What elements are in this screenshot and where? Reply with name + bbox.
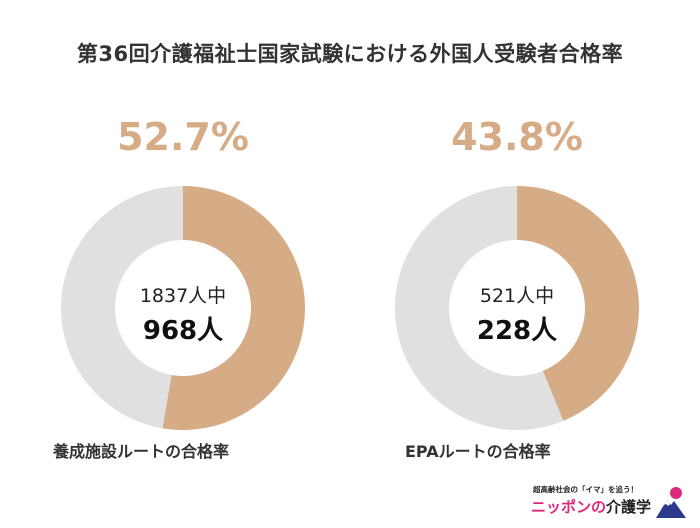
chart-panel-right: 43.8% 521人中 228人 EPAルートの合格率: [367, 105, 667, 465]
chart-caption: 養成施設ルートの合格率: [53, 442, 230, 461]
pass-count: 968人: [142, 316, 224, 346]
brand-name-dark: 介護学: [606, 498, 652, 516]
chart-title: 第36回介護福祉士国家試験における外国人受験者合格率: [76, 42, 624, 66]
slice-pass: [162, 186, 306, 430]
pass-rate-label: 52.7%: [117, 115, 249, 159]
donut-chart: [61, 186, 306, 430]
brand-name: ニッポンの介護学: [531, 496, 651, 517]
pass-rate-label: 43.8%: [451, 115, 583, 159]
pass-count: 228人: [476, 316, 558, 346]
donut-chart: [394, 186, 639, 430]
examinee-total: 521人中: [479, 285, 555, 307]
brand-tagline: 超高齢社会の「イマ」を追う！: [533, 485, 638, 494]
slice-fail: [394, 186, 564, 430]
chart-panel-left: 52.7% 1837人中 968人 養成施設ルートの合格率: [33, 105, 333, 465]
slice-pass: [517, 186, 639, 421]
brand-name-pink: ニッポンの: [531, 498, 607, 516]
brand-logo[interactable]: 超高齢社会の「イマ」を追う！ ニッポンの介護学: [525, 482, 690, 522]
mount-fuji-icon: [656, 487, 686, 518]
chart-caption: EPAルートの合格率: [405, 442, 551, 461]
examinee-total: 1837人中: [139, 285, 227, 307]
slice-fail: [61, 186, 184, 429]
